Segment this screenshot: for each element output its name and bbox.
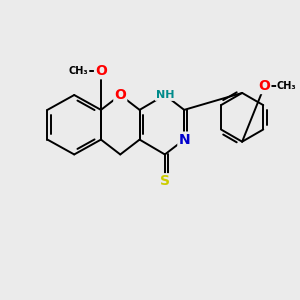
Text: O: O [114, 88, 126, 102]
Text: N: N [178, 133, 190, 147]
Text: S: S [160, 174, 170, 188]
Text: CH₃: CH₃ [69, 66, 88, 76]
Text: CH₃: CH₃ [277, 81, 296, 91]
Text: O: O [95, 64, 107, 78]
Text: O: O [259, 79, 270, 93]
Text: NH: NH [156, 90, 174, 100]
